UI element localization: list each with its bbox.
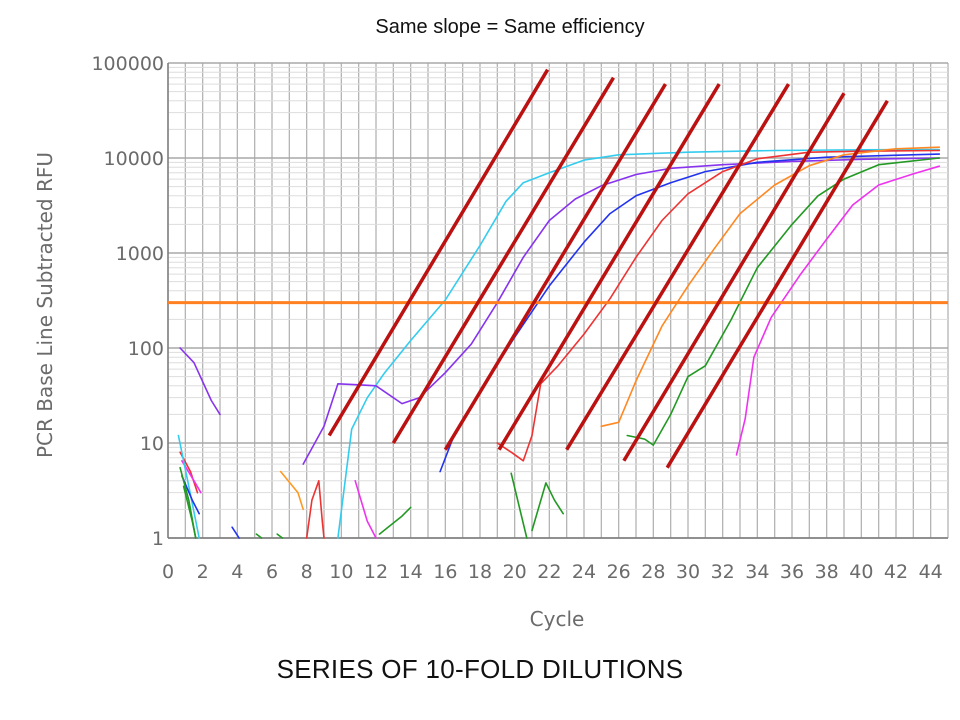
amplification-curve [181,475,200,515]
x-tick-label: 34 [745,561,769,583]
amplification-curve [531,482,564,532]
x-tick-label: 32 [711,561,735,583]
amplification-curve [231,526,240,539]
slope-line [497,83,721,451]
x-tick-label: 42 [884,561,908,583]
y-tick-label: 100000 [91,53,164,75]
x-tick-label: 8 [301,561,313,583]
x-tick-label: 22 [537,561,561,583]
x-tick-label: 44 [919,561,943,583]
slope-line [665,99,889,469]
amplification-curve [305,480,325,539]
x-tick-label: 6 [266,561,278,583]
amplification-curve [354,480,377,539]
slope-lines [327,68,889,469]
amplification-curve [177,434,200,539]
amplification-curve [735,165,941,456]
slope-line [327,68,550,437]
amplification-curve [179,347,221,416]
amplification-curve [279,470,304,511]
y-tick-label: 10000 [104,148,164,170]
x-tick-label: 12 [364,561,388,583]
slope-line [622,92,846,462]
y-tick-label: 100 [128,338,164,360]
amplification-curve [496,149,941,462]
amplification-curve [626,157,941,446]
x-tick-labels: 0 2 4 6 8 10 12 14 16 18 20 22 24 26 28 30 32 34 36 38 40 42 4… [162,561,943,583]
amplification-curve [378,506,412,535]
amplification-curve [302,157,941,465]
x-tick-label: 38 [815,561,839,583]
y-tick-label: 10 [140,433,164,455]
plot-frame [167,63,948,539]
slide-caption: SERIES OF 10-FOLD DILUTIONS [276,654,684,684]
y-axis-label: PCR Base Line Subtracted RFU [33,152,57,458]
x-tick-label: 10 [329,561,353,583]
x-tick-label: 16 [433,561,457,583]
amplification-curve [600,146,941,428]
plot-grid [167,62,949,539]
amplification-curve [276,533,284,539]
x-tick-label: 4 [231,561,243,583]
amplification-curve [181,460,202,494]
slide-title: Same slope = Same efficiency [375,16,645,38]
x-tick-label: 30 [676,561,700,583]
x-axis-label: Cycle [530,607,585,631]
x-tick-label: 40 [849,561,873,583]
slope-line [443,83,667,451]
amplification-curve [255,533,263,539]
x-tick-label: 28 [641,561,665,583]
x-tick-label: 0 [162,561,174,583]
x-tick-label: 24 [572,561,596,583]
x-tick-label: 2 [197,561,209,583]
x-tick-label: 20 [503,561,527,583]
x-tick-label: 36 [780,561,804,583]
x-tick-label: 18 [468,561,492,583]
y-tick-label: 1 [152,528,164,550]
amplification-curve [182,485,197,539]
slope-line [565,83,791,451]
x-tick-label: 14 [399,561,423,583]
amplification-curve [510,472,528,539]
x-tick-label: 26 [607,561,631,583]
slope-line [391,76,615,444]
y-tick-label: 1000 [116,243,164,265]
y-tick-labels: 1 10 100 1000 10000 100000 [91,53,164,550]
